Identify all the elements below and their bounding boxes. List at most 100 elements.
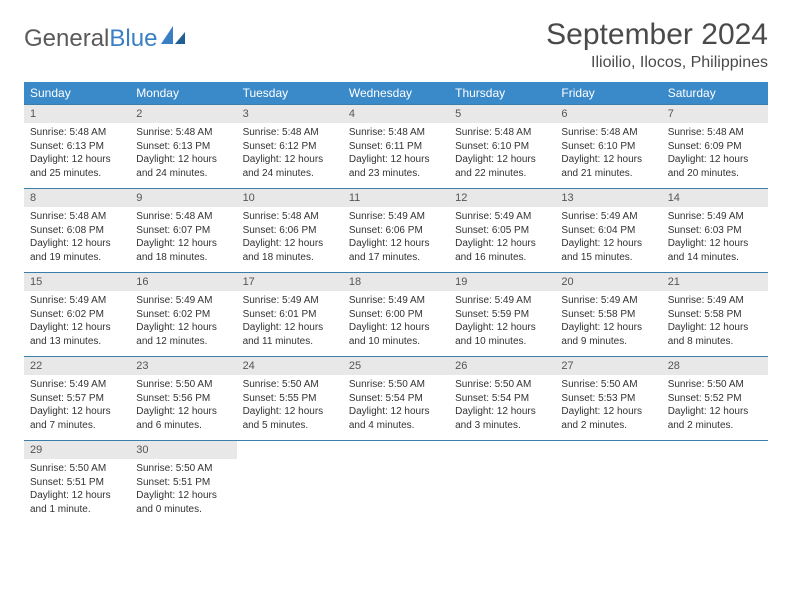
day-cell: 26Sunrise: 5:50 AMSunset: 5:54 PMDayligh…: [449, 357, 555, 441]
day-number: 16: [130, 273, 236, 291]
sunset-text: Sunset: 6:12 PM: [243, 140, 337, 154]
sunrise-text: Sunrise: 5:49 AM: [455, 210, 549, 224]
sunset-text: Sunset: 6:11 PM: [349, 140, 443, 154]
day-cell: 6Sunrise: 5:48 AMSunset: 6:10 PMDaylight…: [555, 105, 661, 189]
day-cell: 8Sunrise: 5:48 AMSunset: 6:08 PMDaylight…: [24, 189, 130, 273]
day-number: 24: [237, 357, 343, 375]
day-cell: ..: [662, 441, 768, 525]
day-cell: 16Sunrise: 5:49 AMSunset: 6:02 PMDayligh…: [130, 273, 236, 357]
day-body: Sunrise: 5:50 AMSunset: 5:54 PMDaylight:…: [449, 375, 555, 440]
day-cell: 2Sunrise: 5:48 AMSunset: 6:13 PMDaylight…: [130, 105, 236, 189]
daylight-text: Daylight: 12 hours and 20 minutes.: [668, 153, 762, 180]
daylight-text: Daylight: 12 hours and 3 minutes.: [455, 405, 549, 432]
week-row: 15Sunrise: 5:49 AMSunset: 6:02 PMDayligh…: [24, 273, 768, 357]
day-cell: 10Sunrise: 5:48 AMSunset: 6:06 PMDayligh…: [237, 189, 343, 273]
day-number: 18: [343, 273, 449, 291]
daylight-text: Daylight: 12 hours and 7 minutes.: [30, 405, 124, 432]
day-body: Sunrise: 5:48 AMSunset: 6:09 PMDaylight:…: [662, 123, 768, 188]
day-body: Sunrise: 5:49 AMSunset: 6:01 PMDaylight:…: [237, 291, 343, 356]
day-cell: 19Sunrise: 5:49 AMSunset: 5:59 PMDayligh…: [449, 273, 555, 357]
day-cell: 28Sunrise: 5:50 AMSunset: 5:52 PMDayligh…: [662, 357, 768, 441]
day-cell: 12Sunrise: 5:49 AMSunset: 6:05 PMDayligh…: [449, 189, 555, 273]
day-cell: 3Sunrise: 5:48 AMSunset: 6:12 PMDaylight…: [237, 105, 343, 189]
day-body: Sunrise: 5:48 AMSunset: 6:13 PMDaylight:…: [130, 123, 236, 188]
sunrise-text: Sunrise: 5:50 AM: [136, 462, 230, 476]
day-body: Sunrise: 5:50 AMSunset: 5:51 PMDaylight:…: [130, 459, 236, 524]
day-body: Sunrise: 5:50 AMSunset: 5:52 PMDaylight:…: [662, 375, 768, 440]
calendar-table: SundayMondayTuesdayWednesdayThursdayFrid…: [24, 82, 768, 524]
sunrise-text: Sunrise: 5:50 AM: [668, 378, 762, 392]
sunset-text: Sunset: 6:08 PM: [30, 224, 124, 238]
sunset-text: Sunset: 5:56 PM: [136, 392, 230, 406]
sunrise-text: Sunrise: 5:48 AM: [349, 126, 443, 140]
day-body: Sunrise: 5:49 AMSunset: 6:00 PMDaylight:…: [343, 291, 449, 356]
day-body: Sunrise: 5:48 AMSunset: 6:10 PMDaylight:…: [555, 123, 661, 188]
sunset-text: Sunset: 6:13 PM: [30, 140, 124, 154]
daylight-text: Daylight: 12 hours and 9 minutes.: [561, 321, 655, 348]
dayname-cell: Friday: [555, 82, 661, 105]
day-number: 30: [130, 441, 236, 459]
sunset-text: Sunset: 5:57 PM: [30, 392, 124, 406]
day-body: Sunrise: 5:49 AMSunset: 6:04 PMDaylight:…: [555, 207, 661, 272]
day-body: Sunrise: 5:50 AMSunset: 5:56 PMDaylight:…: [130, 375, 236, 440]
day-number: 3: [237, 105, 343, 123]
dayname-row: SundayMondayTuesdayWednesdayThursdayFrid…: [24, 82, 768, 105]
sunrise-text: Sunrise: 5:49 AM: [668, 210, 762, 224]
sunrise-text: Sunrise: 5:50 AM: [30, 462, 124, 476]
day-cell: 14Sunrise: 5:49 AMSunset: 6:03 PMDayligh…: [662, 189, 768, 273]
day-cell: 20Sunrise: 5:49 AMSunset: 5:58 PMDayligh…: [555, 273, 661, 357]
month-title: September 2024: [546, 18, 768, 52]
day-number: 26: [449, 357, 555, 375]
day-number: 19: [449, 273, 555, 291]
sunrise-text: Sunrise: 5:48 AM: [668, 126, 762, 140]
sunset-text: Sunset: 6:02 PM: [136, 308, 230, 322]
day-body: Sunrise: 5:49 AMSunset: 6:05 PMDaylight:…: [449, 207, 555, 272]
day-cell: ..: [555, 441, 661, 525]
day-cell: 30Sunrise: 5:50 AMSunset: 5:51 PMDayligh…: [130, 441, 236, 525]
day-body: Sunrise: 5:49 AMSunset: 6:02 PMDaylight:…: [130, 291, 236, 356]
sunrise-text: Sunrise: 5:48 AM: [30, 126, 124, 140]
daylight-text: Daylight: 12 hours and 24 minutes.: [243, 153, 337, 180]
sunrise-text: Sunrise: 5:49 AM: [561, 294, 655, 308]
dayname-cell: Thursday: [449, 82, 555, 105]
location-text: Ilioilio, Ilocos, Philippines: [546, 54, 768, 72]
week-row: 22Sunrise: 5:49 AMSunset: 5:57 PMDayligh…: [24, 357, 768, 441]
day-number: 14: [662, 189, 768, 207]
day-body: Sunrise: 5:48 AMSunset: 6:07 PMDaylight:…: [130, 207, 236, 272]
sunset-text: Sunset: 6:07 PM: [136, 224, 230, 238]
sunset-text: Sunset: 5:59 PM: [455, 308, 549, 322]
day-cell: 5Sunrise: 5:48 AMSunset: 6:10 PMDaylight…: [449, 105, 555, 189]
daylight-text: Daylight: 12 hours and 18 minutes.: [243, 237, 337, 264]
sunset-text: Sunset: 6:06 PM: [243, 224, 337, 238]
sunset-text: Sunset: 5:58 PM: [561, 308, 655, 322]
day-cell: 17Sunrise: 5:49 AMSunset: 6:01 PMDayligh…: [237, 273, 343, 357]
day-body: Sunrise: 5:48 AMSunset: 6:12 PMDaylight:…: [237, 123, 343, 188]
day-cell: ..: [449, 441, 555, 525]
day-number: 12: [449, 189, 555, 207]
week-row: 1Sunrise: 5:48 AMSunset: 6:13 PMDaylight…: [24, 105, 768, 189]
daylight-text: Daylight: 12 hours and 1 minute.: [30, 489, 124, 516]
sunrise-text: Sunrise: 5:49 AM: [668, 294, 762, 308]
day-number: 13: [555, 189, 661, 207]
sunset-text: Sunset: 6:09 PM: [668, 140, 762, 154]
day-body: Sunrise: 5:49 AMSunset: 5:58 PMDaylight:…: [555, 291, 661, 356]
sunrise-text: Sunrise: 5:48 AM: [243, 210, 337, 224]
day-cell: 9Sunrise: 5:48 AMSunset: 6:07 PMDaylight…: [130, 189, 236, 273]
day-cell: 1Sunrise: 5:48 AMSunset: 6:13 PMDaylight…: [24, 105, 130, 189]
day-cell: 11Sunrise: 5:49 AMSunset: 6:06 PMDayligh…: [343, 189, 449, 273]
day-number: 27: [555, 357, 661, 375]
day-cell: 24Sunrise: 5:50 AMSunset: 5:55 PMDayligh…: [237, 357, 343, 441]
dayname-cell: Monday: [130, 82, 236, 105]
sunset-text: Sunset: 6:13 PM: [136, 140, 230, 154]
day-body: Sunrise: 5:48 AMSunset: 6:13 PMDaylight:…: [24, 123, 130, 188]
sunset-text: Sunset: 5:51 PM: [136, 476, 230, 490]
day-number: 9: [130, 189, 236, 207]
day-body: Sunrise: 5:50 AMSunset: 5:54 PMDaylight:…: [343, 375, 449, 440]
daylight-text: Daylight: 12 hours and 15 minutes.: [561, 237, 655, 264]
sunrise-text: Sunrise: 5:49 AM: [30, 378, 124, 392]
daylight-text: Daylight: 12 hours and 24 minutes.: [136, 153, 230, 180]
daylight-text: Daylight: 12 hours and 13 minutes.: [30, 321, 124, 348]
day-body: Sunrise: 5:49 AMSunset: 5:58 PMDaylight:…: [662, 291, 768, 356]
day-body: Sunrise: 5:48 AMSunset: 6:06 PMDaylight:…: [237, 207, 343, 272]
day-cell: 29Sunrise: 5:50 AMSunset: 5:51 PMDayligh…: [24, 441, 130, 525]
